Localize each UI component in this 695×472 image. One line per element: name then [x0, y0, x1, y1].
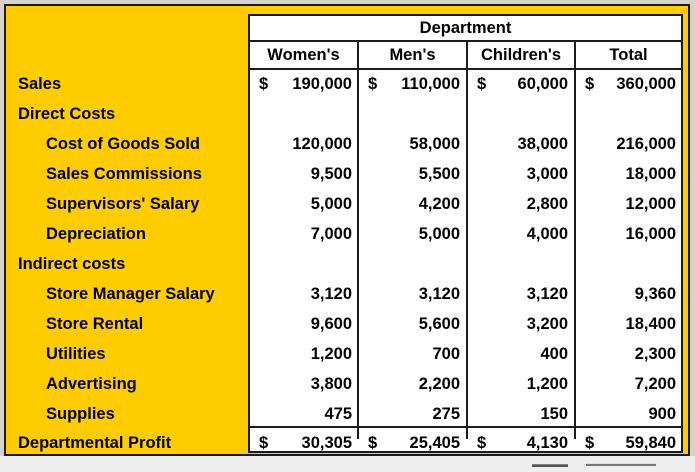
row-label: Sales	[18, 75, 62, 93]
column-divider-3	[574, 40, 576, 439]
row-label: Cost of Goods Sold	[46, 135, 200, 153]
cell-value: 9,600	[310, 315, 352, 333]
currency-symbol: $	[259, 434, 269, 452]
header-divider	[250, 40, 681, 42]
column-header-3: Total	[609, 46, 648, 64]
column-divider-1	[357, 40, 359, 439]
cell-value: 2,800	[526, 195, 568, 213]
cell-value: 5,600	[418, 315, 460, 333]
row-label: Utilities	[46, 345, 106, 363]
row-label: Indirect costs	[18, 255, 126, 273]
currency-symbol: $	[477, 75, 487, 93]
cell-value: 59,840	[625, 434, 676, 452]
row-label: Advertising	[46, 375, 137, 393]
cell-value: 3,120	[310, 285, 352, 303]
column-header-2: Children's	[480, 46, 562, 64]
cell-value: 58,000	[409, 135, 460, 153]
cell-value: 1,200	[526, 375, 568, 393]
currency-symbol: $	[368, 434, 378, 452]
total-row-divider	[250, 426, 681, 428]
cell-value: 5,000	[418, 225, 460, 243]
department-header: Department	[419, 19, 512, 37]
row-label: Departmental Profit	[18, 434, 172, 452]
footer-logo: ▬▬▬▬	[532, 459, 568, 469]
cell-value: 110,000	[401, 75, 460, 93]
cell-value: 2,200	[418, 375, 460, 393]
cell-value: 60,000	[517, 75, 568, 93]
cell-value: 360,000	[616, 75, 676, 93]
footer-logo-sub: ▬▬▬▬▬▬▬▬▬▬	[586, 461, 656, 468]
cell-value: 400	[540, 345, 568, 363]
cell-value: 3,200	[526, 315, 568, 333]
cell-value: 9,500	[310, 165, 352, 183]
cell-value: 700	[432, 345, 460, 363]
cell-value: 5,500	[418, 165, 460, 183]
cell-value: 3,120	[418, 285, 460, 303]
currency-symbol: $	[585, 434, 595, 452]
cell-value: 4,130	[526, 434, 568, 452]
cell-value: 16,000	[625, 225, 676, 243]
currency-symbol: $	[585, 75, 595, 93]
cell-value: 3,120	[526, 285, 568, 303]
cell-value: 190,000	[292, 75, 352, 93]
row-label: Depreciation	[46, 225, 146, 243]
cell-value: 3,800	[310, 375, 352, 393]
cell-value: 900	[648, 405, 676, 423]
cell-value: 216,000	[616, 135, 676, 153]
cell-value: 18,400	[625, 315, 676, 333]
cell-value: 1,200	[310, 345, 352, 363]
cell-value: 475	[324, 405, 352, 423]
cell-value: 7,000	[310, 225, 352, 243]
column-header-divider	[250, 68, 681, 70]
cell-value: 3,000	[526, 165, 568, 183]
column-divider-2	[466, 40, 468, 439]
cell-value: 275	[432, 405, 460, 423]
column-header-0: Women's	[267, 46, 340, 64]
cell-value: 7,200	[634, 375, 676, 393]
cell-value: 4,000	[526, 225, 568, 243]
cell-value: 30,305	[301, 434, 352, 452]
row-label: Store Rental	[46, 315, 144, 333]
cell-value: 12,000	[625, 195, 676, 213]
cell-value: 18,000	[625, 165, 676, 183]
row-label: Sales Commissions	[46, 165, 202, 183]
cell-value: 25,405	[409, 434, 460, 452]
cell-value: 9,360	[634, 285, 676, 303]
row-label: Direct Costs	[18, 105, 116, 123]
cell-value: 2,300	[634, 345, 676, 363]
cell-value: 5,000	[310, 195, 352, 213]
column-header-1: Men's	[389, 46, 436, 64]
currency-symbol: $	[259, 75, 269, 93]
currency-symbol: $	[477, 434, 487, 452]
cell-value: 4,200	[418, 195, 460, 213]
cell-value: 120,000	[292, 135, 352, 153]
cell-value: 38,000	[517, 135, 568, 153]
row-label: Store Manager Salary	[46, 285, 215, 303]
footer-strip: ▬▬▬▬ ▬▬▬▬▬▬▬▬▬▬	[0, 456, 695, 472]
cell-value: 150	[540, 405, 568, 423]
currency-symbol: $	[368, 75, 378, 93]
department-table: Department	[248, 14, 683, 453]
row-label: Supervisors' Salary	[46, 195, 200, 213]
row-label: Supplies	[46, 405, 115, 423]
